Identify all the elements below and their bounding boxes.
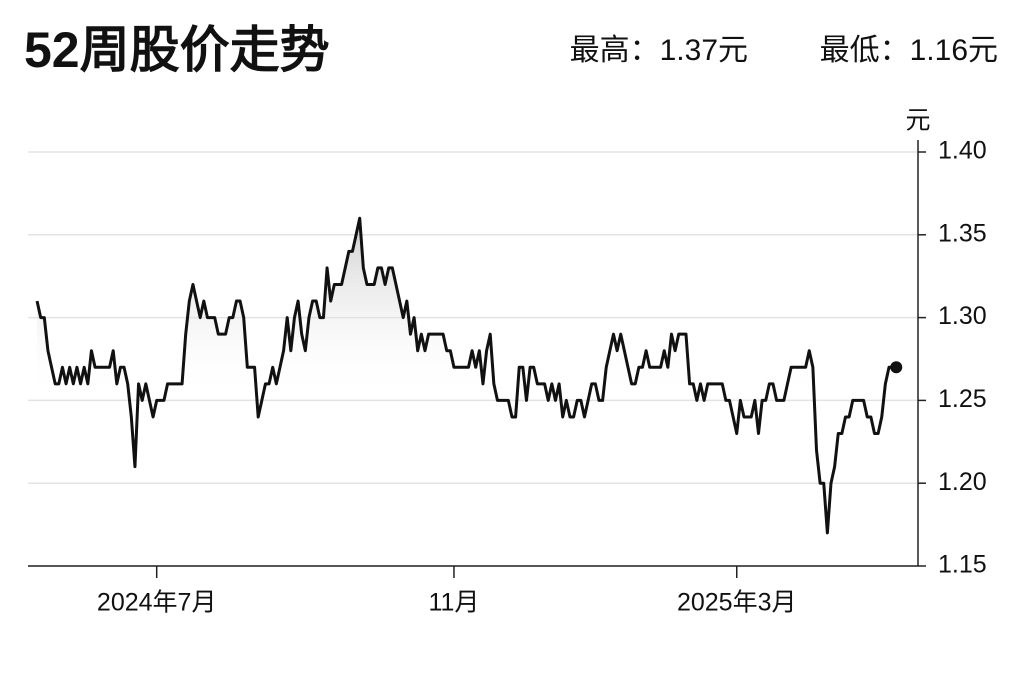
low-price: 最低：1.16元 bbox=[820, 34, 998, 67]
x-tick-label: 11月 bbox=[428, 589, 479, 617]
x-tick-label: 2025年3月 bbox=[677, 589, 797, 617]
y-tick-label: 1.20 bbox=[938, 468, 987, 496]
area bbox=[37, 218, 897, 533]
high-price: 最高：1.37元 bbox=[570, 34, 748, 67]
last-point bbox=[890, 361, 903, 374]
y-tick-label: 1.25 bbox=[938, 385, 987, 413]
x-tick-label: 2024年7月 bbox=[97, 589, 217, 617]
y-tick-label: 1.30 bbox=[938, 302, 987, 330]
chart-title: 52周股价走势 bbox=[24, 22, 330, 78]
price-line bbox=[35, 216, 897, 535]
y-axis-unit: 元 bbox=[905, 107, 930, 135]
y-tick-label: 1.15 bbox=[938, 551, 987, 579]
y-tick-label: 1.35 bbox=[938, 219, 987, 247]
y-tick-label: 1.40 bbox=[938, 137, 987, 165]
